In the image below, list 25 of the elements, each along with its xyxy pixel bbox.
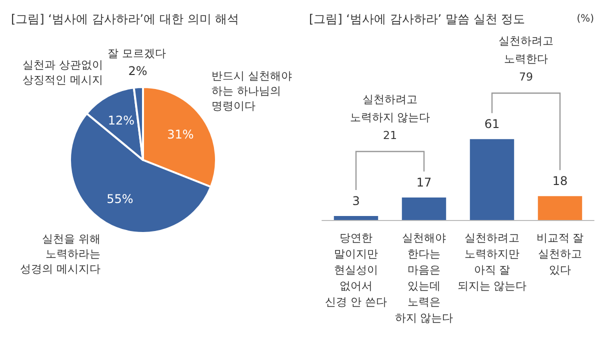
slice-label: 반드시 실천해야 하는 하나님의 명령이다	[212, 69, 292, 112]
bar	[538, 196, 582, 220]
slice-label: 잘 모르겠다	[108, 47, 166, 60]
data-label: 31%	[167, 128, 194, 142]
x-tick-label: 실천해야 한다는 마음은 있는데 노력은 하지 않는다	[394, 232, 454, 324]
x-tick-label: 실천하려고 노력하지만 아직 잘 되지는 않는다	[457, 232, 527, 292]
slice-label: 실천과 상관없이 상징적인 메시지	[22, 58, 104, 86]
data-label: 12%	[108, 113, 135, 128]
chart-title: [그림] ‘범사에 감사하라’에 대한 의미 해석	[11, 12, 240, 26]
data-label: 17	[416, 175, 432, 190]
chart-title: [그림] ‘범사에 감사하라’ 말씀 실천 정도	[309, 12, 526, 26]
bar	[470, 139, 514, 220]
text: 실천하려고 노력한다 79	[498, 34, 554, 84]
data-label: 3	[352, 194, 360, 208]
annotation: 실천하려고 노력하지 않는다 21	[350, 92, 430, 142]
x-tick-label: 비교적 잘 실천하고 있다	[536, 232, 584, 276]
x-tick-label: 당연한 말이지만 현실성이 없어서 신경 안 쓴다	[325, 232, 387, 308]
bar	[334, 216, 378, 220]
slice-label: 실천을 위해 노력하라는 성경의 메시지다	[20, 232, 101, 276]
data-label: 18	[552, 174, 568, 188]
data-label: 2%	[128, 64, 148, 78]
text: (%)	[576, 14, 594, 24]
bar	[402, 197, 446, 220]
data-label: 55%	[106, 192, 134, 206]
data-label: 61	[484, 117, 500, 132]
